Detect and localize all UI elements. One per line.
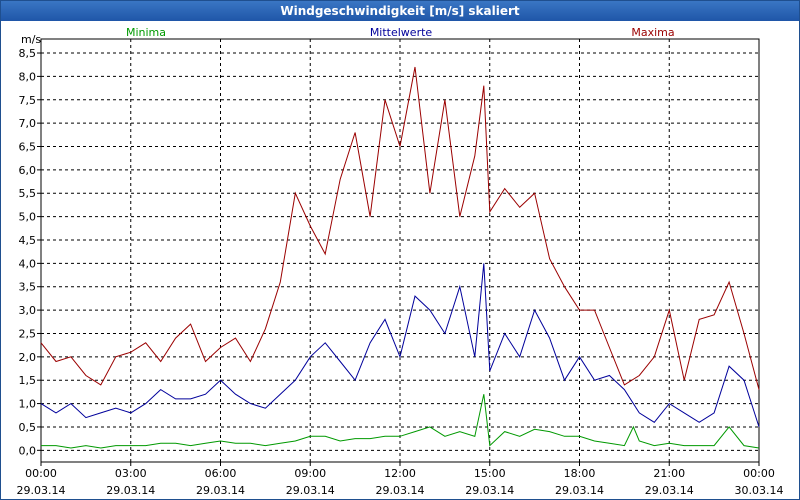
y-axis-label: m/s: [21, 33, 41, 46]
series-line-mittelwerte: [40, 263, 760, 428]
x-tick-time: 21:00: [653, 467, 685, 480]
y-tick-label: 2,5: [19, 327, 37, 340]
x-tick-time: 12:00: [384, 467, 416, 480]
x-tick-date: 29.03.14: [376, 484, 425, 497]
y-tick-label: 0,0: [19, 444, 37, 457]
y-tick-label: 5,0: [19, 211, 37, 224]
x-tick-date: 30.03.14: [735, 484, 784, 497]
y-tick-label: 6,5: [19, 141, 37, 154]
x-tick-time: 06:00: [205, 467, 237, 480]
y-tick-label: 6,0: [19, 164, 37, 177]
x-tick-date: 29.03.14: [106, 484, 155, 497]
y-tick-label: 3,0: [19, 304, 37, 317]
y-tick-label: 1,0: [19, 398, 37, 411]
series-line-minima: [41, 394, 760, 449]
y-tick-label: 1,5: [19, 374, 37, 387]
x-tick-time: 00:00: [25, 467, 57, 480]
x-tick-time: 00:00: [743, 467, 775, 480]
x-tick-date: 29.03.14: [196, 484, 245, 497]
wind-speed-chart: 0,0 0,5 1,0 1,5 2,0 2,5 3,0 3,5 4,0 4,5 5,0 5,5 6,0 6…: [17, 26, 784, 497]
x-tick-date: 29.03.14: [17, 484, 66, 497]
y-tick-label: 4,0: [19, 257, 37, 270]
x-tick-date: 29.03.14: [286, 484, 335, 497]
x-tick-time: 15:00: [474, 467, 506, 480]
y-tick-label: 8,5: [19, 47, 37, 60]
x-tick-date: 29.03.14: [645, 484, 694, 497]
legend-mittelwerte: Mittelwerte: [370, 26, 433, 39]
x-tick-time: 18:00: [564, 467, 596, 480]
x-tick-time: 09:00: [294, 467, 326, 480]
y-tick-label: 2,0: [19, 351, 37, 364]
legend-minima: Minima: [126, 26, 166, 39]
y-tick-label: 3,5: [19, 281, 37, 294]
y-tick-label: 0,5: [19, 421, 37, 434]
y-tick-label: 8,0: [19, 70, 37, 83]
y-tick-label: 4,5: [19, 234, 37, 247]
x-tick-time: 03:00: [115, 467, 147, 480]
window-title: Windgeschwindigkeit [m/s] skaliert: [1, 1, 799, 21]
y-tick-label: 7,0: [19, 117, 37, 130]
y-tick-label: 5,5: [19, 187, 37, 200]
x-tick-date: 29.03.14: [555, 484, 604, 497]
y-tick-label: 7,5: [19, 94, 37, 107]
x-tick-date: 29.03.14: [465, 484, 514, 497]
series-line-maxima: [40, 66, 760, 390]
legend-maxima: Maxima: [631, 26, 674, 39]
